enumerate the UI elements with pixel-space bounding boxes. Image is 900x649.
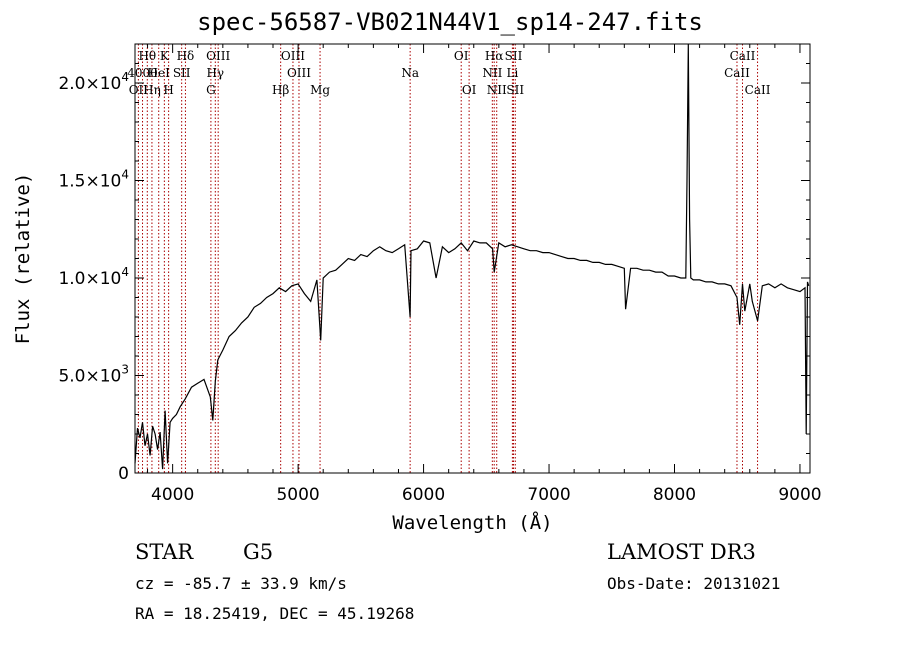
line-label-15: NII: [482, 66, 502, 80]
survey-name: LAMOST DR3: [607, 540, 756, 564]
line-label-12: Hγ: [206, 66, 224, 80]
line-label-27: CaII: [745, 83, 771, 97]
y-tick-label-1: 5.0×103: [58, 363, 129, 387]
line-label-5: OI: [454, 49, 469, 63]
line-label-19: Hη: [143, 83, 161, 97]
line-label-25: NII: [487, 83, 507, 97]
line-label-21: G: [206, 83, 216, 97]
line-label-3: OIII: [206, 49, 230, 63]
y-axis: 0 5.0×103 1.0×104 1.5×104 2.0×104: [58, 43, 810, 484]
line-label-1: K: [160, 49, 170, 63]
x-tick-label-4: 8000: [653, 485, 696, 505]
line-label-2: Hδ: [177, 49, 195, 63]
line-label-22: Hβ: [272, 83, 289, 97]
line-label-10: HeI: [148, 66, 171, 80]
object-class: STAR: [135, 540, 194, 564]
line-label-7: SII: [505, 49, 523, 63]
line-label-18: OII: [129, 83, 149, 97]
y-axis-label: Flux (relative): [12, 173, 34, 345]
line-label-20: H: [163, 83, 173, 97]
y-tick-label-2: 1.0×104: [58, 265, 129, 289]
line-label-0: Hθ: [138, 49, 156, 63]
line-label-4: OIII: [281, 49, 305, 63]
y-tick-label-4: 2.0×104: [58, 70, 129, 94]
x-tick-label-5: 9000: [778, 485, 821, 505]
x-tick-label-2: 6000: [402, 485, 445, 505]
line-label-26: SII: [506, 83, 524, 97]
x-axis-label: Wavelength (Å): [392, 511, 552, 534]
spectrum-line: [134, 43, 810, 470]
y-tick-label-3: 1.5×104: [58, 168, 129, 192]
x-tick-label-1: 5000: [276, 485, 319, 505]
line-label-23: Mg: [310, 83, 330, 97]
spectral-line-markers: [137, 44, 759, 473]
plot-frame: [134, 43, 811, 474]
line-label-13: OIII: [287, 66, 311, 80]
observation-date: Obs-Date: 20131021: [607, 574, 781, 593]
x-tick-label-0: 4000: [151, 485, 194, 505]
line-label-16: Li: [506, 66, 518, 80]
coordinates: RA = 18.25419, DEC = 45.19268: [135, 604, 415, 623]
line-label-11: SII: [173, 66, 191, 80]
y-tick-label-0: 0: [118, 464, 129, 484]
object-subclass: G5: [243, 540, 274, 564]
line-label-6: Hα: [485, 49, 504, 63]
line-label-14: Na: [401, 66, 419, 80]
chart-title: spec-56587-VB021N44V1_sp14-247.fits: [197, 8, 703, 36]
x-axis: 4000 5000 6000 7000 8000 9000: [147, 44, 822, 505]
x-tick-label-3: 7000: [527, 485, 570, 505]
line-label-8: CaII: [730, 49, 756, 63]
line-label-17: CaII: [724, 66, 750, 80]
redshift-velocity: cz = -85.7 ± 33.9 km/s: [135, 574, 347, 593]
line-label-24: OI: [462, 83, 477, 97]
